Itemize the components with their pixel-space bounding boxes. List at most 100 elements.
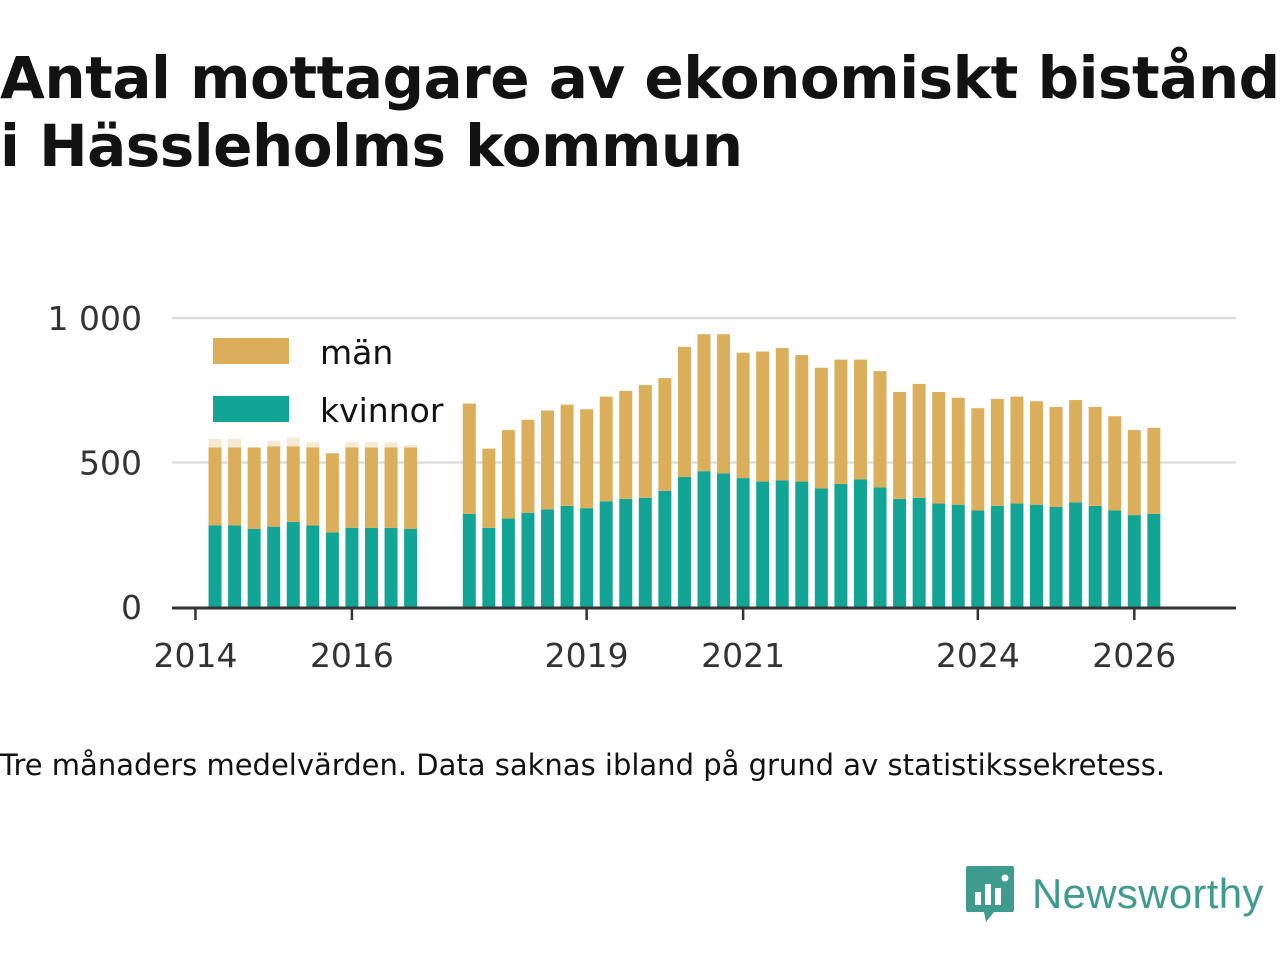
bar-man — [971, 408, 985, 511]
bar-man — [228, 447, 242, 526]
bar-man — [325, 453, 339, 533]
bar-kvinnor — [345, 527, 359, 607]
bar-suppressed — [267, 441, 281, 447]
bar-man — [462, 403, 476, 514]
bars — [208, 334, 1161, 607]
legend-swatch-men — [213, 338, 289, 364]
bar-man — [873, 371, 887, 488]
x-axis: 2014 2016 2019 2021 2024 2026 — [153, 606, 1236, 675]
bar-man — [912, 383, 926, 498]
bar-man — [521, 419, 535, 513]
bar-kvinnor — [1127, 515, 1141, 607]
bar-man — [501, 430, 515, 519]
bar-suppressed — [345, 442, 359, 448]
bar-kvinnor — [912, 497, 926, 607]
bar-man — [736, 352, 750, 479]
bar-kvinnor — [208, 525, 222, 607]
bar-kvinnor — [325, 532, 339, 607]
bar-man — [951, 397, 965, 505]
bar-man — [560, 404, 574, 506]
bar-man — [756, 351, 770, 482]
bar-suppressed — [228, 438, 242, 448]
bar-kvinnor — [932, 503, 946, 607]
bar-kvinnor — [756, 481, 770, 607]
bar-kvinnor — [228, 525, 242, 607]
bar-man — [795, 354, 809, 482]
bar-man — [247, 447, 261, 529]
bar-suppressed — [208, 438, 222, 448]
x-tick-label: 2024 — [936, 636, 1020, 675]
legend: män kvinnor — [213, 333, 444, 430]
bar-kvinnor — [384, 527, 398, 607]
bar-kvinnor — [736, 478, 750, 607]
bar-kvinnor — [951, 504, 965, 607]
bar-kvinnor — [1010, 503, 1024, 607]
bar-man — [404, 447, 418, 529]
bar-kvinnor — [580, 508, 594, 607]
bar-kvinnor — [677, 476, 691, 607]
bar-kvinnor — [267, 526, 281, 607]
bar-kvinnor — [853, 479, 867, 607]
bar-kvinnor — [541, 509, 555, 607]
bar-kvinnor — [775, 480, 789, 607]
bar-kvinnor — [697, 471, 711, 607]
bar-kvinnor — [286, 522, 300, 607]
bar-kvinnor — [873, 487, 887, 607]
brand: Newsworthy — [964, 864, 1264, 924]
bar-man — [345, 447, 359, 528]
bar-man — [286, 446, 300, 523]
bar-man — [658, 378, 672, 491]
bar-suppressed — [306, 442, 320, 448]
chart-title: Antal mottagare av ekonomiskt bistånd i … — [0, 44, 1280, 180]
bar-man — [1127, 430, 1141, 516]
bar-man — [990, 398, 1004, 506]
bar-kvinnor — [834, 483, 848, 607]
bar-man — [893, 391, 907, 499]
bar-kvinnor — [306, 525, 320, 607]
legend-label-men: män — [320, 333, 393, 372]
bar-kvinnor — [717, 473, 731, 607]
bar-man — [599, 396, 613, 502]
bar-man — [580, 409, 594, 509]
bar-man — [267, 446, 281, 527]
y-tick-label: 1 000 — [48, 299, 142, 338]
x-tick-label: 2021 — [701, 636, 785, 675]
bar-kvinnor — [971, 510, 985, 607]
newsworthy-logo-icon — [966, 866, 1014, 922]
bar-man — [384, 447, 398, 528]
bar-kvinnor — [1030, 504, 1043, 607]
bar-man — [306, 447, 320, 526]
bar-kvinnor — [814, 488, 828, 607]
bar-kvinnor — [1049, 507, 1063, 607]
bar-man — [1049, 407, 1063, 508]
bar-man — [1147, 427, 1161, 514]
bar-man — [932, 391, 946, 504]
bar-man — [482, 448, 496, 528]
bar-kvinnor — [638, 497, 652, 607]
bar-kvinnor — [795, 481, 809, 607]
brand-name: Newsworthy — [1032, 870, 1264, 917]
bar-man — [619, 390, 633, 499]
bar-man — [1010, 396, 1024, 504]
bar-kvinnor — [521, 512, 535, 607]
bar-man — [834, 359, 848, 484]
bar-man — [853, 359, 867, 480]
bar-kvinnor — [619, 498, 633, 607]
bar-man — [541, 410, 555, 510]
bar-suppressed — [404, 445, 418, 448]
bar-suppressed — [365, 442, 378, 448]
bar-man — [1069, 400, 1083, 503]
bar-kvinnor — [990, 505, 1004, 607]
legend-label-women: kvinnor — [320, 391, 444, 430]
bar-kvinnor — [1108, 510, 1122, 607]
bar-kvinnor — [247, 528, 261, 607]
bar-man — [365, 447, 378, 528]
bar-kvinnor — [599, 501, 613, 607]
bar-man — [814, 367, 828, 489]
bar-man — [638, 385, 652, 498]
bar-man — [1088, 407, 1102, 506]
bar-kvinnor — [501, 518, 515, 607]
bar-kvinnor — [893, 498, 907, 607]
bar-man — [1030, 401, 1043, 505]
bar-kvinnor — [462, 513, 476, 607]
